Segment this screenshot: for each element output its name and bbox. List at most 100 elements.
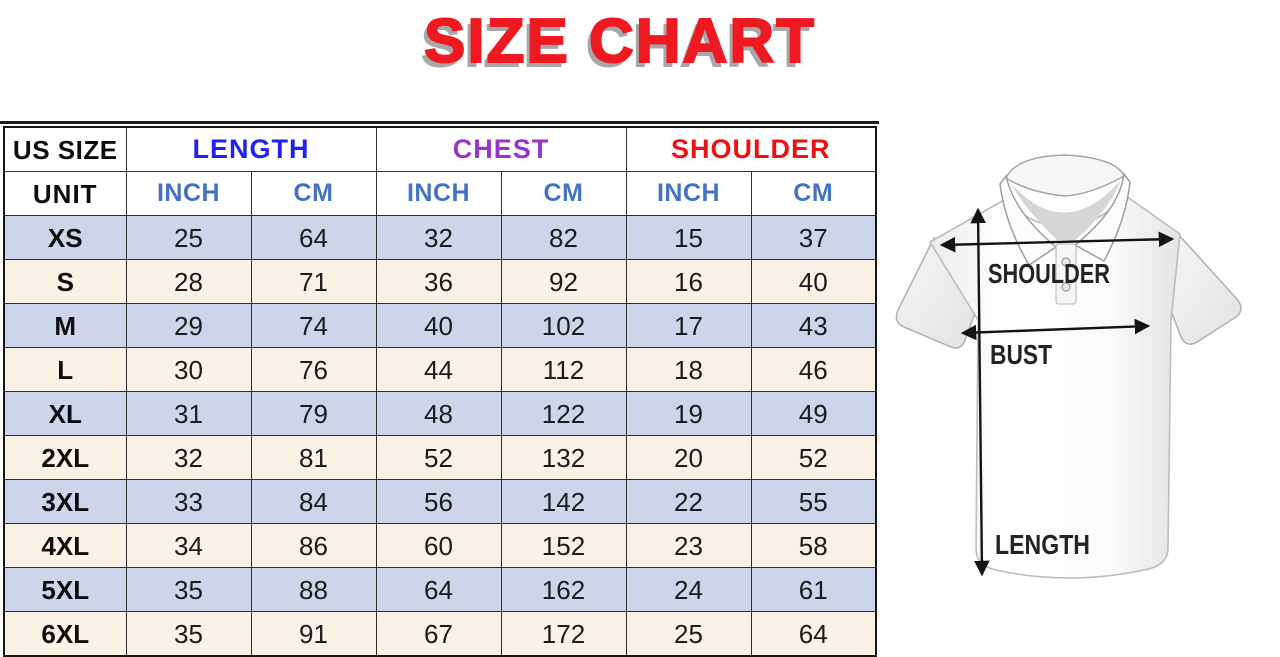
measurement-value-cell: 46 — [750, 347, 877, 392]
measurement-value-cell: 91 — [250, 611, 377, 657]
neck-opening — [1010, 180, 1121, 240]
measurement-value-cell: 102 — [500, 303, 627, 348]
measurement-value-cell: 172 — [500, 611, 627, 657]
measurement-value-cell: 52 — [750, 435, 877, 480]
table-row: 6XL 35 91 67 172 25 64 — [3, 611, 877, 657]
measurement-value-cell: 33 — [125, 479, 252, 524]
table-row: XS 25 64 32 82 15 37 — [3, 215, 877, 260]
measurement-value-cell: 84 — [250, 479, 377, 524]
measurement-value-cell: 40 — [750, 259, 877, 304]
button — [1061, 282, 1071, 292]
measurement-value-cell: 30 — [125, 347, 252, 392]
right-sleeve — [1165, 232, 1242, 345]
unit-row-label: UNIT — [3, 171, 127, 216]
measurement-value-cell: 31 — [125, 391, 252, 436]
measurement-value-cell: 82 — [500, 215, 627, 260]
measurement-value-cell: 20 — [625, 435, 752, 480]
table-row: S 28 71 36 92 16 40 — [3, 259, 877, 304]
chest-cm-header: CM — [500, 171, 627, 216]
table-top-rule — [0, 121, 879, 124]
size-label-cell: 6XL — [3, 611, 127, 657]
size-table-body: XS 25 64 32 82 15 37 S 28 71 36 92 16 40 M 29 74 40 102 17 4… — [3, 215, 877, 657]
length-measure-label: LENGTH — [995, 529, 1090, 560]
page-title: SIZE CHART — [423, 6, 816, 77]
size-label-cell: 3XL — [3, 479, 127, 524]
size-label-cell: 5XL — [3, 567, 127, 612]
measurement-value-cell: 23 — [625, 523, 752, 568]
measurement-value-cell: 32 — [125, 435, 252, 480]
measurement-value-cell: 37 — [750, 215, 877, 260]
measurement-value-cell: 152 — [500, 523, 627, 568]
measurement-value-cell: 22 — [625, 479, 752, 524]
unit-header-row: UNIT INCH CM INCH CM INCH CM — [3, 171, 877, 216]
measurement-value-cell: 88 — [250, 567, 377, 612]
table-row: 2XL 32 81 52 132 20 52 — [3, 435, 877, 480]
measurement-value-cell: 76 — [250, 347, 377, 392]
chest-inch-header: INCH — [375, 171, 502, 216]
measurement-value-cell: 61 — [750, 567, 877, 612]
measurement-value-cell: 64 — [375, 567, 502, 612]
table-row: XL 31 79 48 122 19 49 — [3, 391, 877, 436]
bust-measure-label: BUST — [990, 339, 1052, 370]
measurement-value-cell: 15 — [625, 215, 752, 260]
measurement-value-cell: 35 — [125, 611, 252, 657]
table-row: L 30 76 44 112 18 46 — [3, 347, 877, 392]
measurement-value-cell: 44 — [375, 347, 502, 392]
length-cm-header: CM — [250, 171, 377, 216]
chest-group-header: CHEST — [375, 126, 627, 172]
measurement-value-cell: 64 — [250, 215, 377, 260]
button — [1061, 257, 1071, 267]
measurement-value-cell: 24 — [625, 567, 752, 612]
measurement-value-cell: 81 — [250, 435, 377, 480]
size-chart-table: US SIZE LENGTH CHEST SHOULDER UNIT INCH … — [3, 126, 877, 657]
us-size-header: US SIZE — [3, 126, 127, 172]
measurement-value-cell: 79 — [250, 391, 377, 436]
length-inch-header: INCH — [125, 171, 252, 216]
measurement-value-cell: 64 — [750, 611, 877, 657]
length-group-header: LENGTH — [125, 126, 377, 172]
table-row: M 29 74 40 102 17 43 — [3, 303, 877, 348]
shirt-diagram: SHOULDER BUST LENGTH — [878, 150, 1280, 644]
measurement-value-cell: 112 — [500, 347, 627, 392]
measurement-value-cell: 49 — [750, 391, 877, 436]
measurement-value-cell: 32 — [375, 215, 502, 260]
measurement-value-cell: 25 — [625, 611, 752, 657]
measurement-value-cell: 122 — [500, 391, 627, 436]
size-label-cell: 4XL — [3, 523, 127, 568]
shoulder-cm-header: CM — [750, 171, 877, 216]
measurement-value-cell: 67 — [375, 611, 502, 657]
shoulder-measure-label: SHOULDER — [988, 258, 1110, 289]
group-header-row: US SIZE LENGTH CHEST SHOULDER — [3, 126, 877, 172]
measurement-value-cell: 29 — [125, 303, 252, 348]
polo-shirt-illustration: SHOULDER BUST LENGTH — [895, 154, 1242, 579]
table-row: 3XL 33 84 56 142 22 55 — [3, 479, 877, 524]
measurement-value-cell: 17 — [625, 303, 752, 348]
measurement-value-cell: 28 — [125, 259, 252, 304]
size-label-cell: S — [3, 259, 127, 304]
size-label-cell: M — [3, 303, 127, 348]
table-row: 4XL 34 86 60 152 23 58 — [3, 523, 877, 568]
measurement-value-cell: 60 — [375, 523, 502, 568]
bust-measure-arrow — [960, 318, 1151, 341]
measurement-value-cell: 16 — [625, 259, 752, 304]
measurement-value-cell: 25 — [125, 215, 252, 260]
shoulder-group-header: SHOULDER — [625, 126, 877, 172]
size-label-cell: 2XL — [3, 435, 127, 480]
measurement-value-cell: 34 — [125, 523, 252, 568]
size-label-cell: L — [3, 347, 127, 392]
collar-band — [1005, 154, 1125, 197]
measurement-value-cell: 55 — [750, 479, 877, 524]
size-label-cell: XS — [3, 215, 127, 260]
measurement-value-cell: 92 — [500, 259, 627, 304]
measurement-value-cell: 71 — [250, 259, 377, 304]
size-label-cell: XL — [3, 391, 127, 436]
measurement-value-cell: 162 — [500, 567, 627, 612]
measurement-value-cell: 19 — [625, 391, 752, 436]
measurement-value-cell: 52 — [375, 435, 502, 480]
measurement-value-cell: 58 — [750, 523, 877, 568]
measurement-value-cell: 132 — [500, 435, 627, 480]
shoulder-inch-header: INCH — [625, 171, 752, 216]
shirt-body — [928, 194, 1181, 579]
measurement-value-cell: 36 — [375, 259, 502, 304]
measurement-value-cell: 86 — [250, 523, 377, 568]
